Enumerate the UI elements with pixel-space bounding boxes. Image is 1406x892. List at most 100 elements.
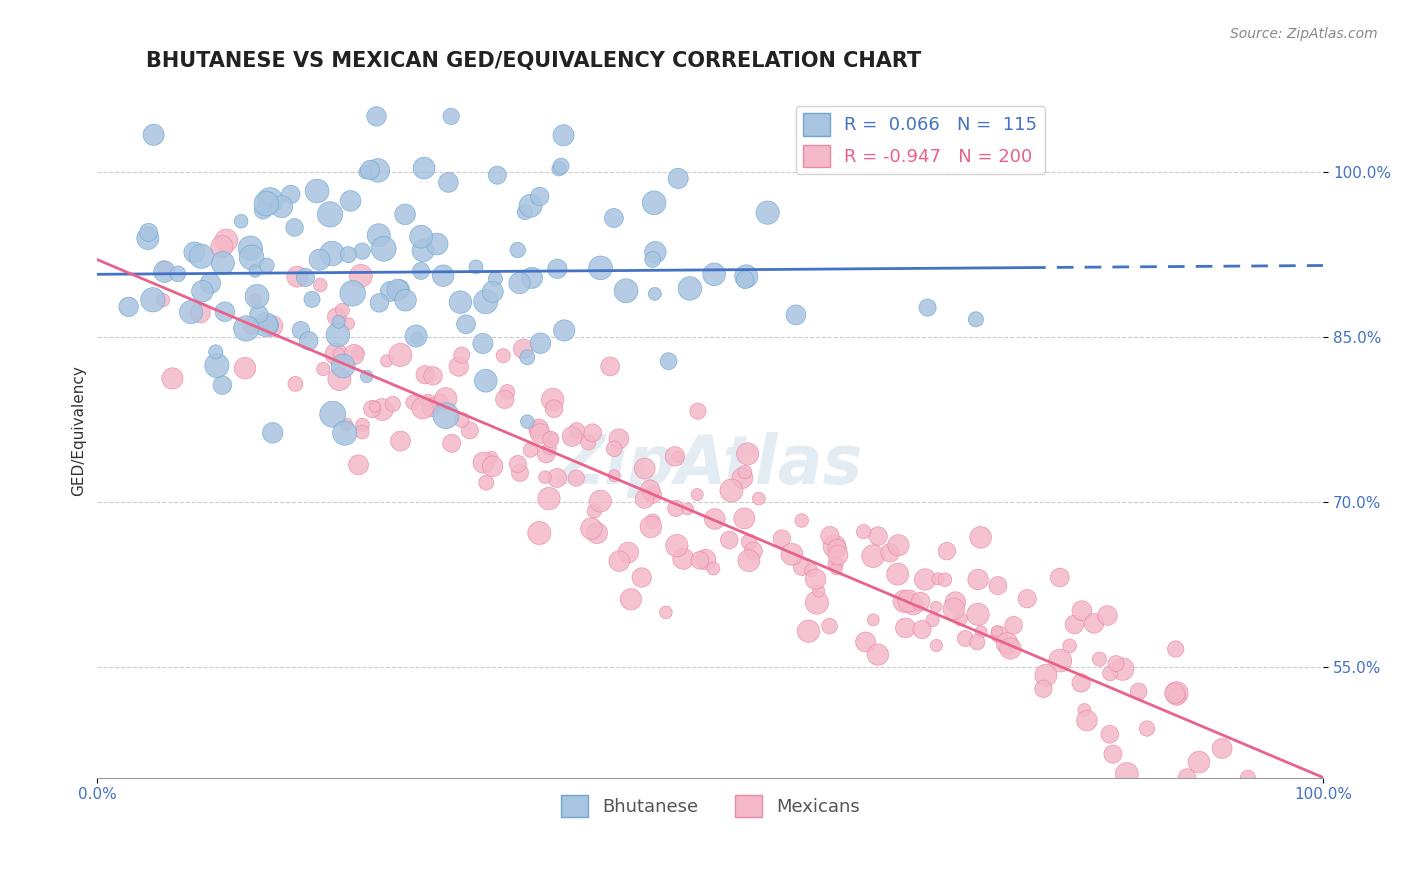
- Point: [426, 237, 449, 252]
- Point: [986, 624, 1008, 639]
- Point: [454, 318, 477, 332]
- Point: [703, 512, 725, 526]
- Point: [565, 471, 588, 485]
- Point: [339, 194, 361, 208]
- Point: [702, 561, 724, 575]
- Point: [917, 301, 939, 315]
- Point: [866, 648, 889, 662]
- Point: [756, 205, 779, 219]
- Point: [731, 471, 754, 485]
- Point: [790, 560, 813, 574]
- Point: [506, 243, 529, 257]
- Point: [1102, 747, 1125, 761]
- Point: [897, 594, 920, 608]
- Point: [434, 409, 457, 423]
- Point: [633, 491, 655, 506]
- Point: [548, 161, 571, 176]
- Point: [328, 315, 350, 329]
- Point: [262, 319, 284, 334]
- Point: [138, 225, 160, 239]
- Point: [239, 241, 262, 255]
- Point: [235, 321, 257, 335]
- Point: [361, 401, 384, 416]
- Point: [294, 270, 316, 285]
- Point: [434, 392, 457, 406]
- Point: [967, 573, 990, 587]
- Point: [1115, 767, 1137, 781]
- Point: [718, 533, 741, 547]
- Point: [332, 303, 354, 318]
- Point: [955, 632, 977, 646]
- Point: [153, 265, 176, 279]
- Point: [914, 573, 936, 587]
- Point: [586, 526, 609, 541]
- Point: [540, 433, 562, 447]
- Point: [824, 557, 846, 571]
- Point: [720, 483, 742, 498]
- Point: [520, 270, 543, 285]
- Point: [603, 442, 626, 456]
- Point: [679, 281, 702, 295]
- Point: [855, 635, 877, 649]
- Point: [589, 260, 612, 275]
- Point: [245, 264, 267, 278]
- Point: [333, 426, 356, 441]
- Point: [966, 635, 988, 649]
- Point: [1112, 662, 1135, 676]
- Point: [364, 400, 387, 414]
- Point: [1164, 642, 1187, 657]
- Point: [346, 346, 368, 360]
- Point: [686, 404, 709, 418]
- Point: [152, 293, 174, 308]
- Point: [546, 471, 568, 485]
- Point: [472, 456, 495, 470]
- Point: [190, 249, 212, 263]
- Point: [658, 354, 681, 368]
- Point: [818, 529, 841, 543]
- Point: [247, 307, 270, 321]
- Point: [229, 214, 252, 228]
- Point: [807, 584, 830, 599]
- Point: [233, 361, 256, 376]
- Point: [643, 195, 665, 210]
- Point: [1166, 686, 1188, 700]
- Point: [450, 413, 472, 427]
- Point: [380, 285, 402, 299]
- Point: [965, 312, 987, 326]
- Point: [494, 392, 516, 407]
- Y-axis label: GED/Equivalency: GED/Equivalency: [72, 365, 86, 496]
- Point: [967, 607, 990, 622]
- Point: [703, 268, 725, 282]
- Point: [153, 260, 176, 275]
- Point: [614, 284, 637, 298]
- Point: [394, 293, 416, 308]
- Point: [603, 468, 626, 483]
- Point: [336, 417, 359, 432]
- Point: [214, 304, 236, 318]
- Point: [1164, 686, 1187, 700]
- Point: [640, 520, 662, 534]
- Point: [589, 494, 612, 508]
- Point: [352, 417, 374, 432]
- Point: [1049, 654, 1071, 668]
- Point: [686, 487, 709, 501]
- Point: [1166, 690, 1188, 704]
- Point: [894, 621, 917, 635]
- Point: [970, 624, 993, 639]
- Point: [332, 359, 354, 373]
- Point: [827, 548, 849, 562]
- Point: [1128, 684, 1150, 698]
- Point: [553, 128, 575, 143]
- Point: [387, 283, 409, 297]
- Point: [284, 220, 307, 235]
- Point: [527, 422, 550, 436]
- Point: [1002, 618, 1025, 632]
- Point: [394, 207, 416, 221]
- Point: [509, 276, 531, 290]
- Text: BHUTANESE VS MEXICAN GED/EQUIVALENCY CORRELATION CHART: BHUTANESE VS MEXICAN GED/EQUIVALENCY COR…: [146, 51, 922, 70]
- Point: [665, 539, 688, 553]
- Point: [886, 567, 908, 582]
- Point: [1136, 722, 1159, 736]
- Point: [440, 436, 463, 450]
- Point: [638, 483, 661, 497]
